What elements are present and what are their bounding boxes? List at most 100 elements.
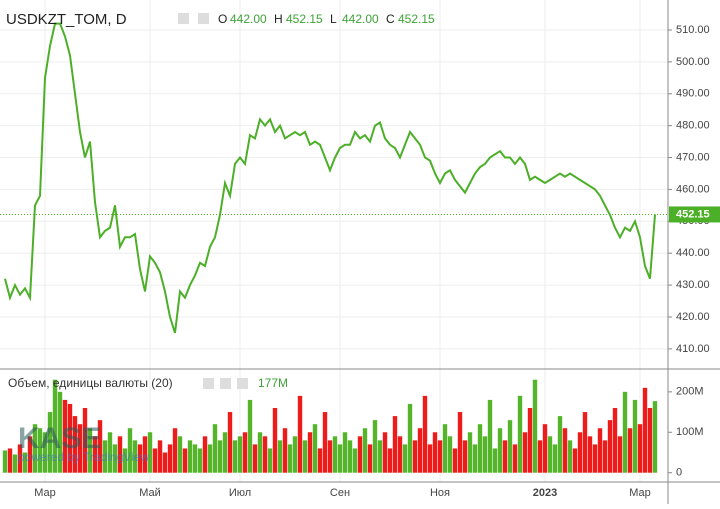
ohlc-key: O — [218, 12, 227, 26]
volume-bar — [532, 379, 538, 473]
volume-bar — [612, 408, 618, 473]
price-pane — [0, 22, 668, 334]
volume-bar — [572, 448, 578, 473]
volume-bar — [437, 440, 443, 473]
icon[interactable] — [198, 13, 209, 24]
volume-bar — [87, 428, 93, 473]
volume-last: 177M — [258, 376, 288, 390]
y-tick-label: 410.00 — [676, 343, 710, 355]
y-tick-label: 440.00 — [676, 247, 710, 259]
volume-bar — [617, 436, 623, 473]
volume-bar — [122, 448, 128, 473]
ohlc-value: 442.00 — [342, 12, 379, 26]
volume-bar — [62, 399, 68, 473]
volume-bar — [557, 416, 563, 473]
volume-bar — [197, 448, 203, 473]
y-tick-label: 200M — [676, 386, 704, 398]
volume-bar — [77, 424, 83, 473]
volume-bar — [42, 432, 48, 473]
volume-bar — [27, 436, 33, 473]
volume-bar — [632, 399, 638, 473]
volume-bar — [2, 450, 8, 473]
volume-bar — [227, 412, 233, 473]
volume-bar — [452, 448, 458, 473]
volume-bar — [507, 420, 513, 473]
volume-bar — [487, 399, 493, 473]
volume-bar — [627, 428, 633, 473]
volume-bar — [592, 444, 598, 473]
volume-bar — [47, 412, 53, 473]
grid — [0, 0, 668, 482]
volume-bar — [492, 448, 498, 473]
volume-bar — [542, 424, 548, 473]
volume-bar — [347, 440, 353, 473]
volume-bar — [242, 432, 248, 473]
volume-bar — [587, 436, 593, 473]
volume-bar — [272, 408, 278, 473]
volume-bar — [97, 420, 103, 473]
volume-bar — [7, 448, 13, 473]
volume-bar — [432, 432, 438, 473]
volume-bar — [427, 444, 433, 473]
icon[interactable] — [178, 13, 189, 24]
volume-bar — [217, 440, 223, 473]
volume-bar — [552, 444, 558, 473]
y-tick-label: 470.00 — [676, 151, 710, 163]
icon[interactable] — [203, 378, 214, 389]
volume-bar — [462, 440, 468, 473]
volume-bar — [12, 454, 18, 473]
volume-bar — [292, 436, 298, 473]
x-tick-label: 2023 — [533, 487, 557, 499]
x-tick-label: Мар — [34, 487, 56, 499]
volume-bar — [517, 395, 523, 473]
volume-bar — [322, 412, 328, 473]
volume-bar — [622, 391, 628, 473]
volume-bar — [497, 428, 503, 473]
last-price-label: 452.15 — [676, 208, 710, 220]
ohlc-key: C — [386, 12, 395, 26]
volume-bar — [257, 432, 263, 473]
volume-bar — [602, 440, 608, 473]
volume-bar — [417, 428, 423, 473]
volume-bar — [37, 428, 43, 473]
volume-bar — [247, 399, 253, 473]
x-tick-label: Ноя — [430, 487, 450, 499]
volume-bar — [107, 432, 113, 473]
volume-bar — [222, 432, 228, 473]
volume-bar — [237, 436, 243, 473]
icon[interactable] — [237, 378, 248, 389]
volume-bar — [377, 440, 383, 473]
volume-bar — [147, 432, 153, 473]
volume-bar — [167, 444, 173, 473]
y-tick-label: 430.00 — [676, 279, 710, 291]
volume-bar — [182, 448, 188, 473]
ohlc-value: 452.15 — [398, 12, 435, 26]
volume-bar — [327, 440, 333, 473]
volume-bar — [537, 440, 543, 473]
volume-bar — [482, 436, 488, 473]
ohlc-key: H — [274, 12, 283, 26]
volume-bar — [477, 424, 483, 473]
y-tick-label: 510.00 — [676, 24, 710, 36]
volume-bar — [262, 436, 268, 473]
ohlc-value: 452.15 — [286, 12, 323, 26]
volume-bar — [457, 412, 463, 473]
volume-bar — [52, 379, 58, 473]
x-tick-label: Мар — [629, 487, 651, 499]
volume-bar — [392, 416, 398, 473]
volume-bar — [397, 436, 403, 473]
ohlc-value: 442.00 — [230, 12, 267, 26]
volume-bar — [212, 424, 218, 473]
volume-bar — [512, 444, 518, 473]
volume-bar — [57, 391, 63, 473]
volume-bar — [637, 424, 643, 473]
icon[interactable] — [220, 378, 231, 389]
volume-bar — [402, 444, 408, 473]
y-tick-label: 0 — [676, 467, 682, 479]
volume-bar — [607, 420, 613, 473]
volume-bar — [72, 416, 78, 473]
volume-bar — [17, 444, 23, 473]
volume-bar — [282, 428, 288, 473]
watermark-sub: powered by TradingView — [18, 450, 150, 464]
